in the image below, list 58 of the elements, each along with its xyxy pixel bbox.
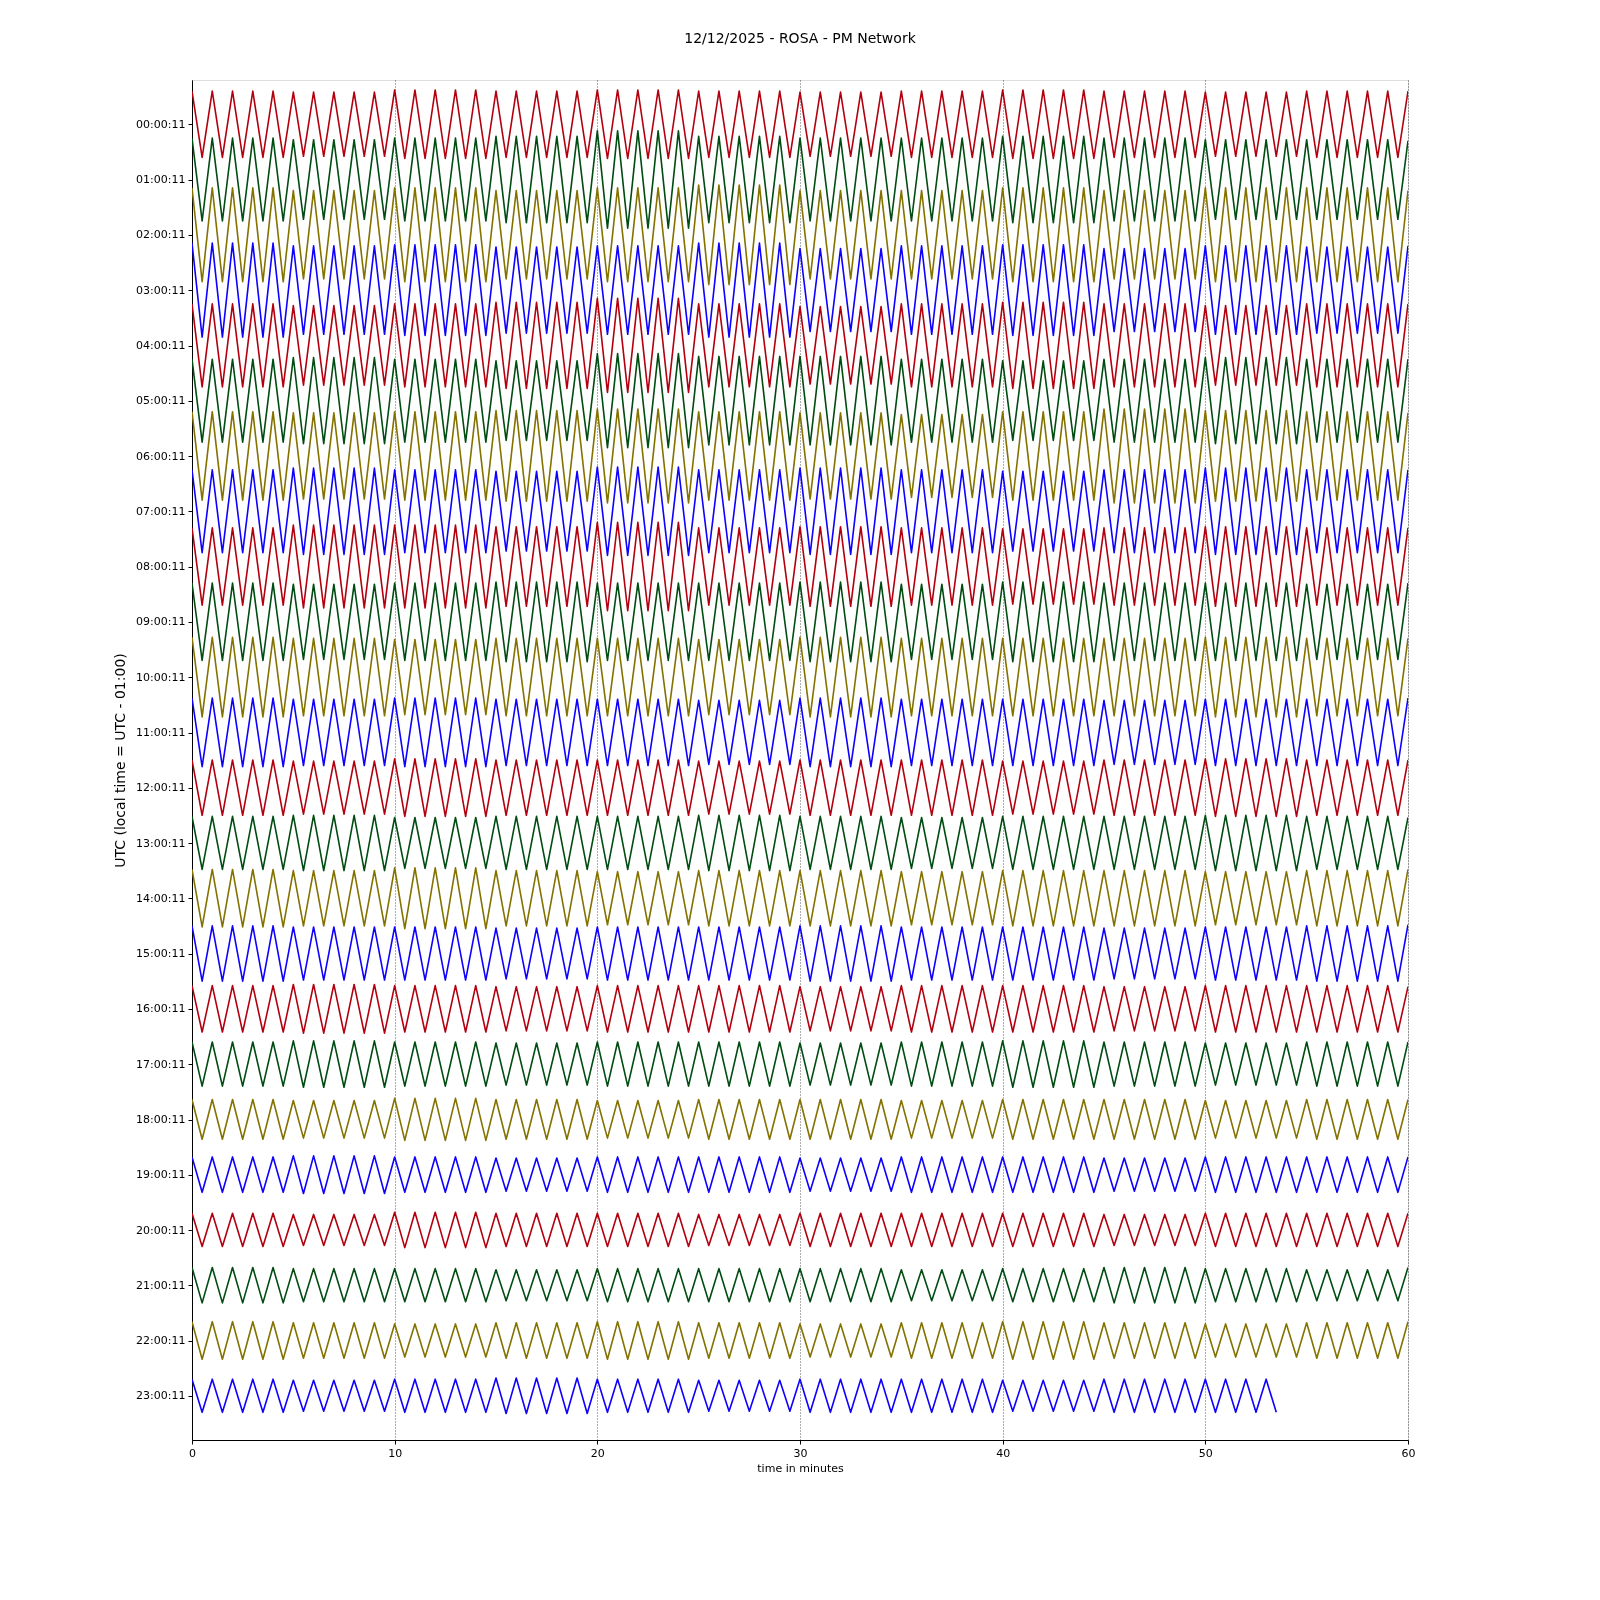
y-tick-label: 04:00:11 [136,339,186,353]
y-tick-label: 02:00:11 [136,228,186,242]
y-tick-label: 12:00:11 [136,781,186,795]
y-tick-label: 21:00:11 [136,1278,186,1292]
y-tick-label: 01:00:11 [136,173,186,187]
y-tick-label: 18:00:11 [136,1113,186,1127]
line-series [192,1320,1408,1361]
line-series [192,408,1408,504]
line-series [192,867,1408,930]
y-tick-label: 23:00:11 [136,1389,186,1403]
x-tick-label: 30 [793,1446,808,1460]
line-series [192,297,1408,394]
line-series [192,1377,1278,1415]
y-tick-label: 06:00:11 [136,449,186,463]
x-tick-label: 10 [388,1446,403,1460]
line-series [192,521,1408,612]
line-series [192,1266,1408,1304]
y-tick-label: 20:00:11 [136,1223,186,1237]
y-tick-label: 15:00:11 [136,947,186,961]
x-tick-label: 60 [1401,1446,1416,1460]
line-series [192,184,1408,286]
line-series [192,242,1408,338]
y-tick-label: 16:00:11 [136,1002,186,1016]
line-series [192,1211,1408,1249]
line-series [192,89,1408,160]
line-series [192,130,1408,229]
y-tick-label: 03:00:11 [136,283,186,297]
x-tick-label: 0 [189,1446,196,1460]
y-tick-label: 05:00:11 [136,394,186,408]
line-series [192,1155,1408,1195]
y-tick-label: 07:00:11 [136,504,186,518]
line-series [192,758,1408,818]
chart-title: 12/12/2025 - ROSA - PM Network [684,30,917,46]
x-tick-label: 40 [996,1446,1011,1460]
y-axis-title: UTC (local time = UTC - 01:00) [112,653,129,868]
line-series [192,1040,1408,1089]
line-series [192,636,1408,718]
line-series [192,923,1408,982]
line-series [192,814,1408,872]
y-tick-label: 19:00:11 [136,1168,186,1182]
line-series [192,352,1408,449]
line-series [192,1097,1408,1142]
y-tick-label: 09:00:11 [136,615,186,629]
y-tick-label: 17:00:11 [136,1057,186,1071]
line-series [192,697,1408,768]
y-tick-label: 22:00:11 [136,1334,186,1348]
line-series [192,466,1408,557]
line-series [192,983,1408,1034]
x-axis-title: time in minutes [757,1461,844,1475]
y-tick-label: 14:00:11 [136,891,186,905]
y-tick-label: 13:00:11 [136,836,186,850]
y-tick-label: 08:00:11 [136,560,186,574]
x-tick-label: 50 [1198,1446,1213,1460]
line-series [192,581,1408,663]
y-tick-label: 00:00:11 [136,117,186,131]
y-tick-label: 10:00:11 [136,670,186,684]
y-tick-label: 11:00:11 [136,726,186,740]
x-tick-label: 20 [590,1446,605,1460]
